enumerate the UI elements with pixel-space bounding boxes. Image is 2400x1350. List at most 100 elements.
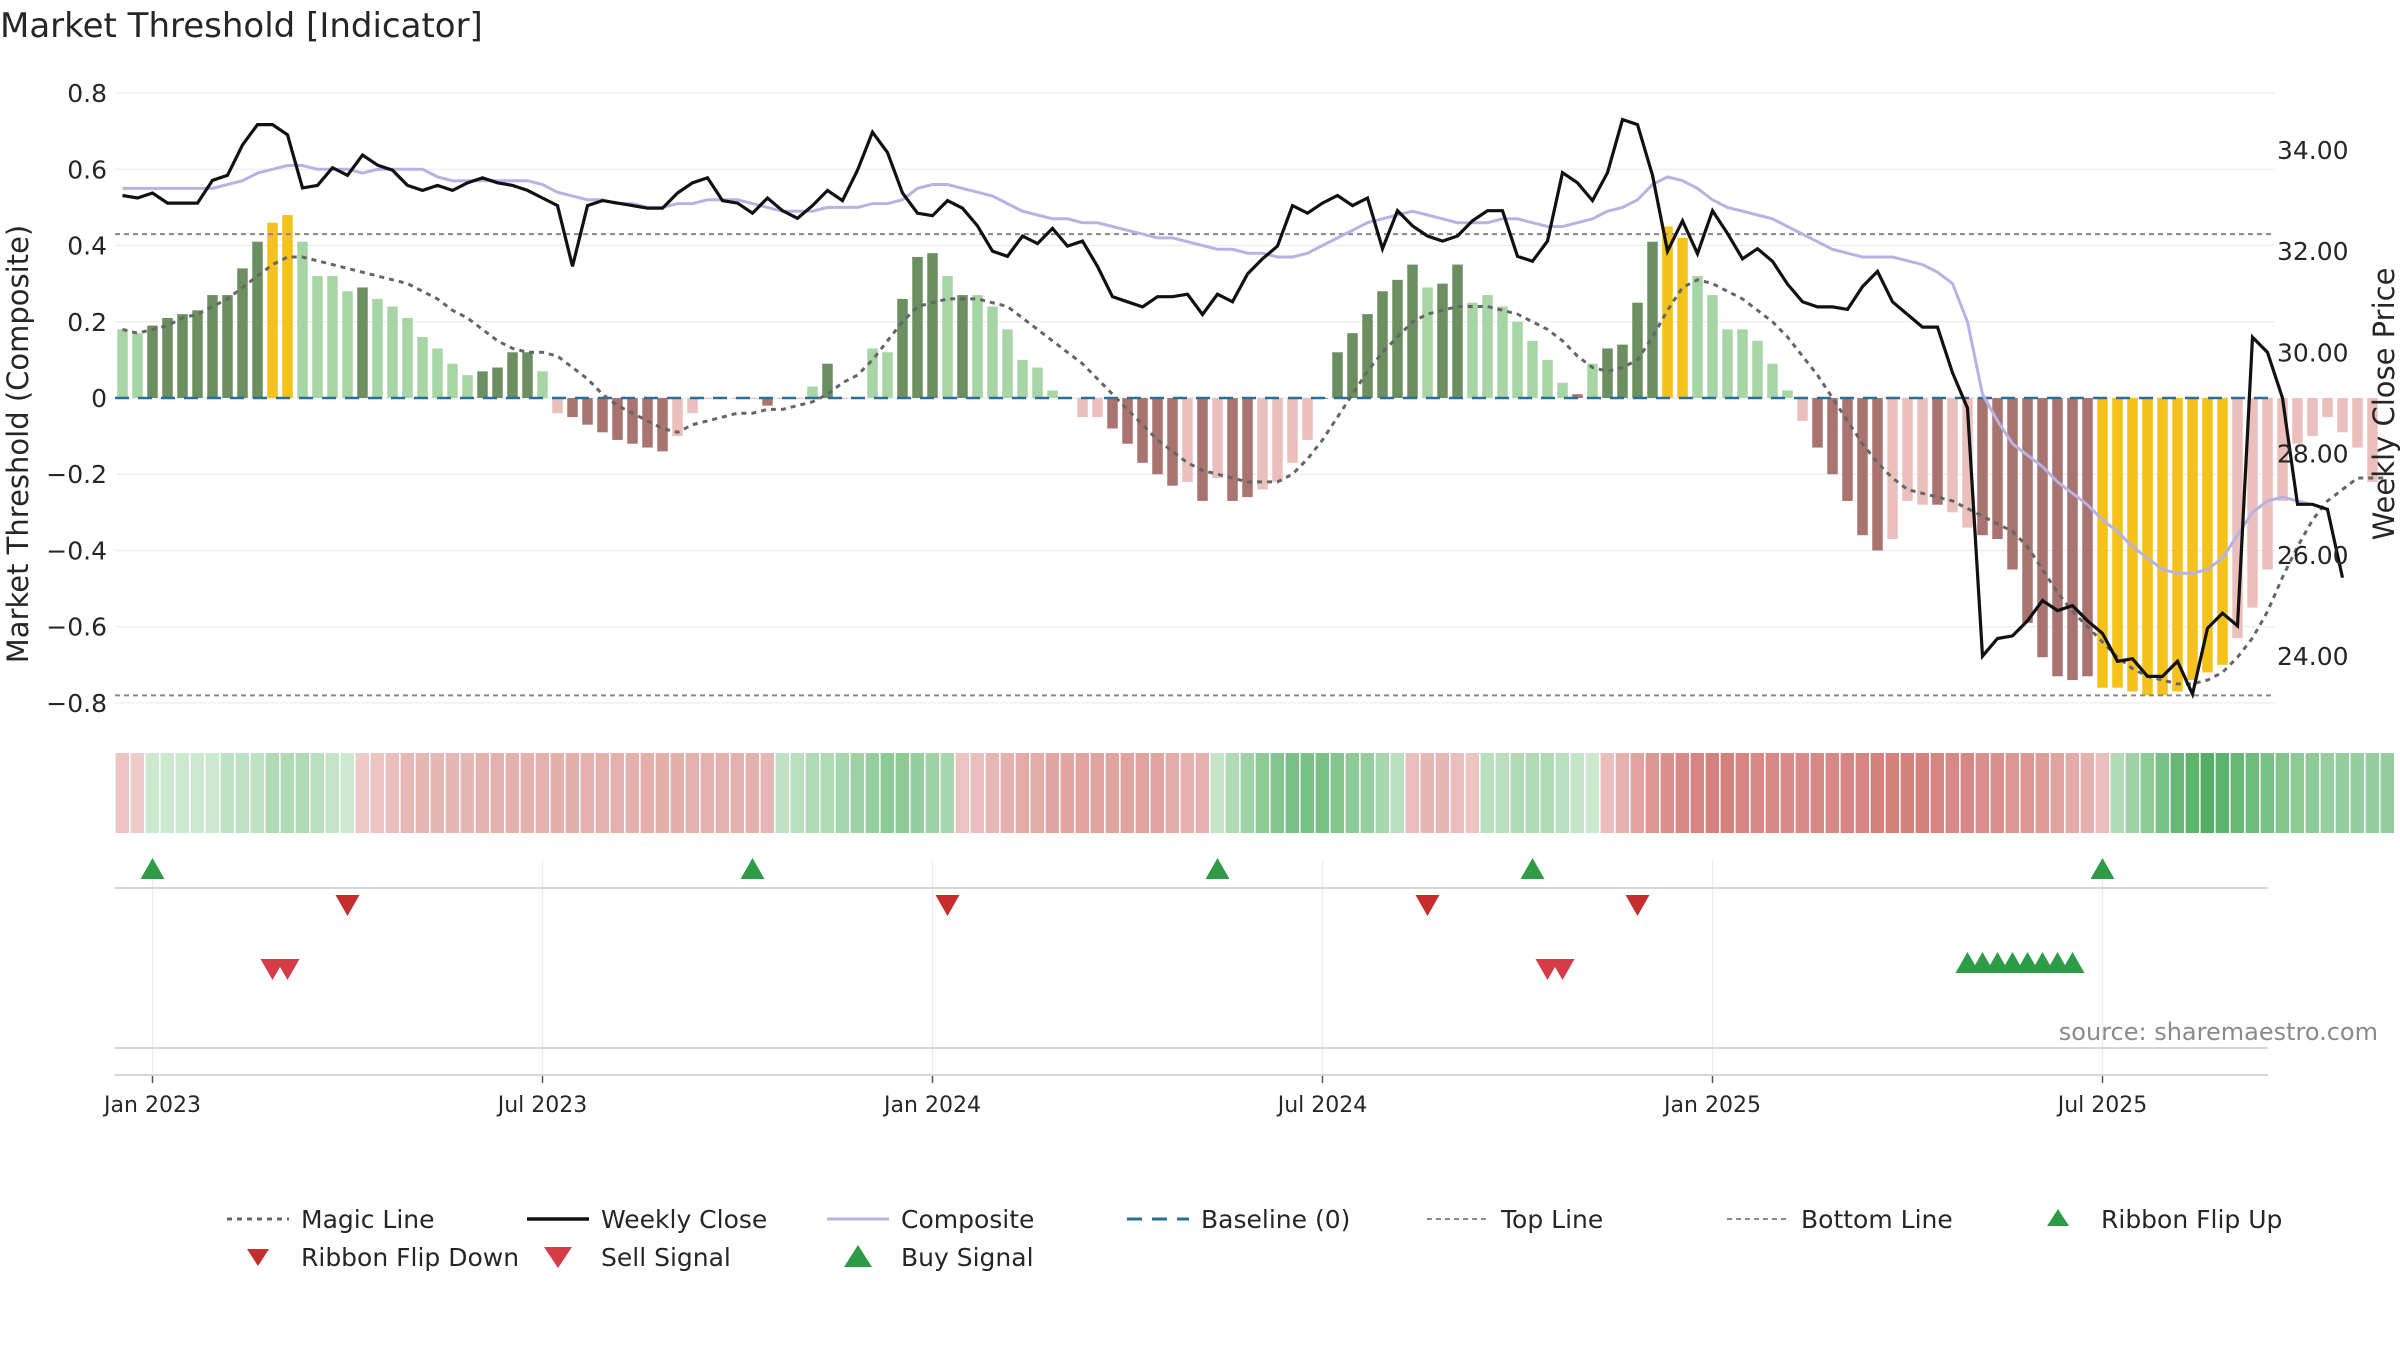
ribbon-cell <box>1630 753 1644 833</box>
histogram-bar <box>312 276 323 398</box>
ribbon-cell <box>1975 753 1989 833</box>
left-tick-label: −0.6 <box>46 613 107 642</box>
histogram-bar <box>597 398 608 433</box>
ribbon-cell <box>2230 753 2244 833</box>
legend-swatch-buy <box>844 1245 872 1267</box>
right-axis-label: Weekly Close Price <box>2367 268 2400 541</box>
histogram-bar <box>1587 363 1598 398</box>
ribbon-flip-down-marker <box>1550 959 1575 980</box>
ribbon-cell <box>1735 753 1749 833</box>
ribbon-cell <box>2380 753 2394 833</box>
histogram-bar <box>1152 398 1163 475</box>
right-tick-label: 24.00 <box>2277 642 2349 671</box>
ribbon-cell <box>2095 753 2109 833</box>
histogram-bar <box>1692 276 1703 398</box>
ribbon-cell <box>775 753 789 833</box>
right-tick-label: 30.00 <box>2277 338 2349 367</box>
buy-signal-marker <box>1520 858 1545 879</box>
ribbon-cell <box>580 753 594 833</box>
legend-swatch-flipup <box>2047 1209 2069 1226</box>
ribbon-cell <box>1495 753 1509 833</box>
histogram-bar <box>1887 398 1898 540</box>
ribbon-cell <box>520 753 534 833</box>
histogram-bar <box>237 268 248 398</box>
ribbon-cell <box>2005 753 2019 833</box>
ribbon-cell <box>790 753 804 833</box>
legend-row: Magic Line Weekly Close Composite Baseline … <box>225 1200 2325 1238</box>
histogram-bar <box>2307 398 2318 437</box>
left-axis-label: Market Threshold (Composite) <box>1 225 35 663</box>
histogram-bar <box>1842 398 1853 501</box>
histogram-bar <box>1392 279 1403 398</box>
ribbon-cell <box>850 753 864 833</box>
histogram-bar <box>882 352 893 398</box>
histogram-bar <box>1212 398 1223 479</box>
ribbon-cell <box>1660 753 1674 833</box>
histogram-bar <box>837 398 848 399</box>
histogram-bar <box>1557 382 1568 398</box>
left-tick-label: 0.6 <box>67 155 107 184</box>
histogram-bar <box>1572 394 1583 398</box>
ribbon-cell <box>880 753 894 833</box>
ribbon-cell <box>325 753 339 833</box>
histogram-bar <box>342 291 353 398</box>
ribbon-cell <box>460 753 474 833</box>
ribbon-cell <box>2125 753 2139 833</box>
histogram-bar <box>2022 398 2033 623</box>
legend-swatch-close <box>527 1217 589 1221</box>
histogram-bar <box>2172 398 2183 692</box>
histogram-bar <box>2187 398 2198 681</box>
x-tick-label: Jan 2023 <box>102 1093 201 1118</box>
ribbon-cell <box>2200 753 2214 833</box>
histogram-bar <box>492 367 503 398</box>
ribbon-cell <box>835 753 849 833</box>
histogram-bar <box>1137 398 1148 463</box>
ribbon-cell <box>310 753 324 833</box>
histogram-bar <box>1977 398 1988 536</box>
ribbon-cell <box>1300 753 1314 833</box>
ribbon-cell <box>1030 753 1044 833</box>
histogram-bar <box>2277 398 2288 501</box>
sell-signal-marker <box>935 895 960 916</box>
x-tick-label: Jan 2024 <box>882 1093 981 1118</box>
histogram-bar <box>462 375 473 398</box>
ribbon-cell <box>595 753 609 833</box>
histogram-bar <box>1737 329 1748 398</box>
histogram-bar <box>117 329 128 398</box>
ribbon-cell <box>130 753 144 833</box>
histogram-bar <box>2337 398 2348 433</box>
ribbon-cell <box>1810 753 1824 833</box>
x-tick-label: Jan 2025 <box>1662 1093 1761 1118</box>
histogram-bar <box>1122 398 1133 444</box>
trend-ribbon <box>115 753 2394 833</box>
legend-label: Top Line <box>1501 1204 1604 1234</box>
ribbon-cell <box>400 753 414 833</box>
histogram-bar <box>1242 398 1253 498</box>
histogram-bar <box>1497 306 1508 398</box>
ribbon-cell <box>1570 753 1584 833</box>
histogram-bar <box>1182 398 1193 482</box>
ribbon-cell <box>2320 753 2334 833</box>
histogram-bar <box>792 398 803 399</box>
legend-item-top: Top Line <box>1425 1204 1725 1234</box>
legend: Magic Line Weekly Close Composite Baseline … <box>225 1200 2325 1276</box>
ribbon-cell <box>1600 753 1614 833</box>
histogram-bar <box>1617 344 1628 398</box>
ribbon-cell <box>1045 753 1059 833</box>
ribbon-cell <box>700 753 714 833</box>
left-tick-label: −0.8 <box>46 689 107 718</box>
ribbon-cell <box>1825 753 1839 833</box>
x-tick-label: Jul 2025 <box>2056 1093 2148 1118</box>
ribbon-cell <box>1840 753 1854 833</box>
legend-item-bottom: Bottom Line <box>1725 1204 2025 1234</box>
histogram-bar <box>477 371 488 398</box>
histogram-bar <box>1362 314 1373 398</box>
legend-item-sell: Sell Signal <box>525 1242 825 1272</box>
ribbon-cell <box>1075 753 1089 833</box>
histogram-bar <box>327 276 338 398</box>
legend-item-buy: Buy Signal <box>825 1242 1125 1272</box>
histogram-bar <box>1527 340 1538 398</box>
histogram-bar <box>2052 398 2063 677</box>
ribbon-cell <box>1915 753 1929 833</box>
ribbon-cell <box>655 753 669 833</box>
